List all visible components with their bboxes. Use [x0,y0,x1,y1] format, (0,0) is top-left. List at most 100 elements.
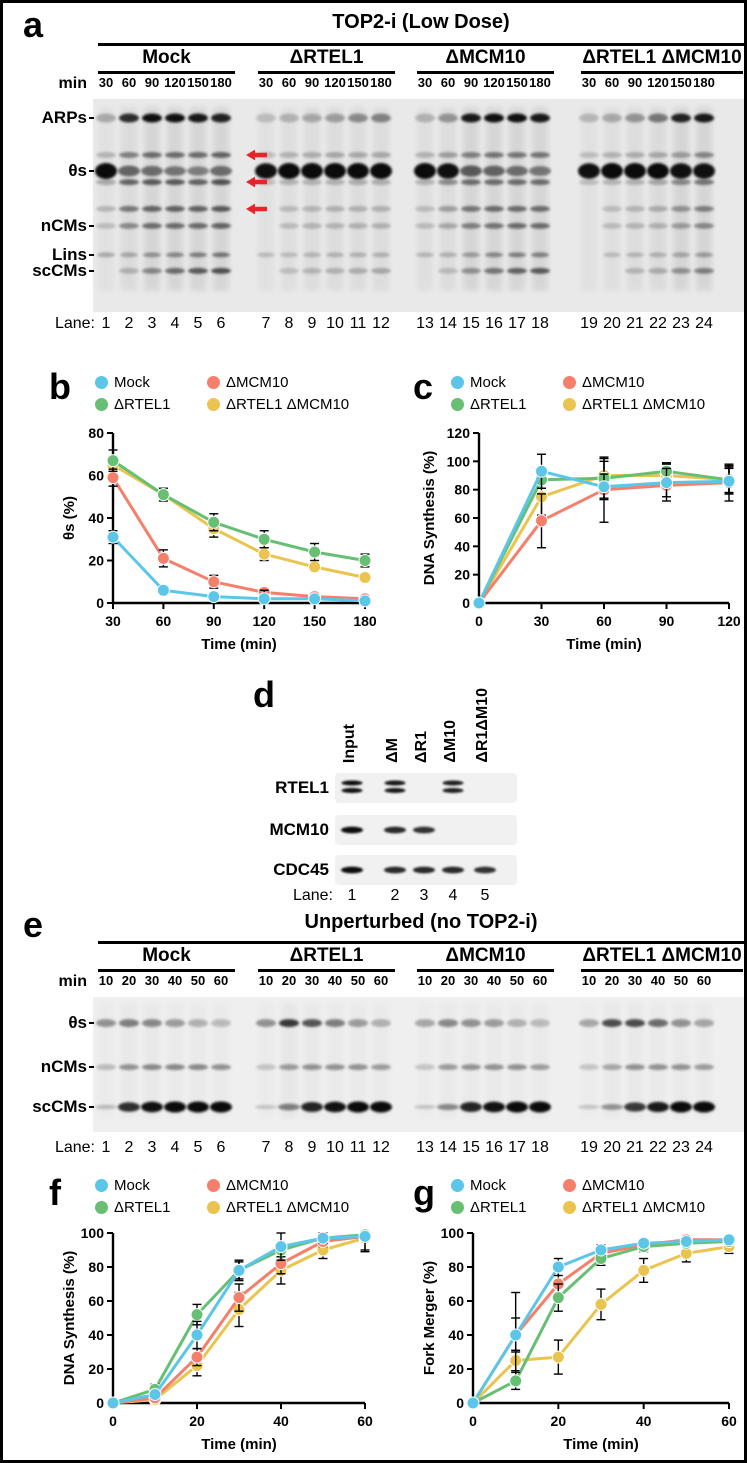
panel-f-legend: Mock ΔMCM10 ΔRTEL1 ΔRTEL1 ΔMCM10 [95,1177,349,1216]
svg-text:40: 40 [454,538,470,554]
legend-label-double: ΔRTEL1 ΔMCM10 [582,1199,706,1216]
svg-text:60: 60 [357,1413,373,1429]
timepoint-label: 30 [627,973,643,988]
legend-dot-double [207,1201,220,1214]
red-arrow-icon [246,149,267,161]
legend-label-mock: Mock [470,374,506,391]
svg-text:180: 180 [353,613,377,629]
timepoint-label: 150 [347,75,369,90]
timepoint-label: 90 [627,75,643,90]
timepoint-label: 180 [370,75,392,90]
lane-row-label-e: Lane: [54,1139,95,1156]
timepoint-label: 180 [210,75,232,90]
timepoint-label: 30 [304,973,320,988]
legend-dot-mock [451,376,464,389]
timepoint-label: 60 [696,973,712,988]
lane-number: 24 [695,315,713,332]
timepoint-label: 60 [373,973,389,988]
legend-dot-double [563,398,576,411]
lane-number: 22 [649,1139,667,1156]
lane-number: 6 [216,315,226,332]
lane-number: 16 [485,1139,503,1156]
lane-number: 12 [372,1139,390,1156]
svg-text:Time (min): Time (min) [563,1436,639,1453]
lane-number: 3 [147,315,157,332]
lane-number: 20 [603,1139,621,1156]
panel-e-letter: e [23,904,44,945]
band-tick [89,225,94,227]
svg-text:100: 100 [447,453,471,469]
blot-lane-number: 4 [448,887,458,904]
panel-a-title: TOP2-i (Low Dose) [332,11,510,33]
blot-col-label-dr1dm10: ΔR1ΔM10 [474,688,491,763]
svg-text:0: 0 [109,1413,117,1429]
legend-dot-double [563,1201,576,1214]
lane-number: 17 [508,1139,526,1156]
timepoint-label: 20 [121,973,137,988]
group-header-2: ΔRTEL1 [289,945,364,966]
legend-dot-mcm10 [207,1179,220,1192]
band-tick [89,270,94,272]
blot-image-cdc45 [341,866,496,874]
lane-number: 8 [284,315,294,332]
timepoint-label: 60 [604,75,620,90]
svg-text:100: 100 [441,1225,465,1241]
svg-text:20: 20 [454,567,470,583]
timepoint-label: 120 [324,75,346,90]
legend-label-rtel1: ΔRTEL1 [114,396,171,413]
blot-image-mcm10 [341,826,435,834]
svg-text:20: 20 [88,1361,104,1377]
panel-e-title: Unperturbed (no TOP2-i) [304,911,538,933]
legend-dot-mock [451,1179,464,1192]
timepoint-label: 150 [506,75,528,90]
legend-label-rtel1: ΔRTEL1 [470,396,527,413]
band-tick [89,1022,94,1024]
timepoint-label: 120 [647,75,669,90]
lane-number: 23 [672,1139,690,1156]
band-tick [89,1106,94,1108]
red-arrow-icon [246,203,267,215]
legend-dot-mock [95,376,108,389]
svg-text:120: 120 [253,613,277,629]
lane-number: 21 [626,1139,644,1156]
legend-item-mcm10: ΔMCM10 [563,374,705,391]
group-underline-1 [98,969,235,972]
blot-col-label-dm: ΔM [384,738,401,763]
svg-text:DNA Synthesis (%): DNA Synthesis (%) [421,451,438,585]
panel-d-letter: d [253,674,275,715]
lane-number: 8 [284,1139,294,1156]
svg-text:40: 40 [88,1327,104,1343]
lane-number: 9 [307,1139,317,1156]
lane-number: 16 [485,315,503,332]
svg-text:120: 120 [717,613,741,629]
svg-text:60: 60 [88,1293,104,1309]
lane-number: 4 [170,315,180,332]
timepoint-label: 10 [581,973,597,988]
lane-number: 19 [580,1139,598,1156]
timepoint-label: 60 [281,75,297,90]
legend-label-double: ΔRTEL1 ΔMCM10 [226,396,350,413]
svg-text:30: 30 [105,613,121,629]
svg-text:0: 0 [96,1395,104,1411]
group-underline-3 [417,969,554,972]
timepoint-label: 30 [144,973,160,988]
legend-dot-mcm10 [563,376,576,389]
panel-f-letter: f [49,1172,61,1213]
lane-number: 13 [416,1139,434,1156]
svg-text:40: 40 [88,510,104,526]
band-label-scCMs: scCMs [32,1097,87,1116]
svg-text:20: 20 [551,1413,567,1429]
panel-c-legend: Mock ΔMCM10 ΔRTEL1 ΔRTEL1 ΔMCM10 [451,374,705,413]
blot-image-rtel1 [341,780,464,793]
timepoint-label: 30 [581,75,597,90]
timepoint-label: 150 [187,75,209,90]
band-label-ARPs: ARPs [41,108,87,127]
red-arrow-3 [246,203,267,215]
legend-item-mcm10: ΔMCM10 [207,1177,349,1194]
lane-number: 18 [531,315,549,332]
timepoint-label: 30 [258,75,274,90]
lane-number: 7 [261,1139,271,1156]
group-header-1: Mock [142,945,191,966]
legend-dot-mcm10 [207,376,220,389]
